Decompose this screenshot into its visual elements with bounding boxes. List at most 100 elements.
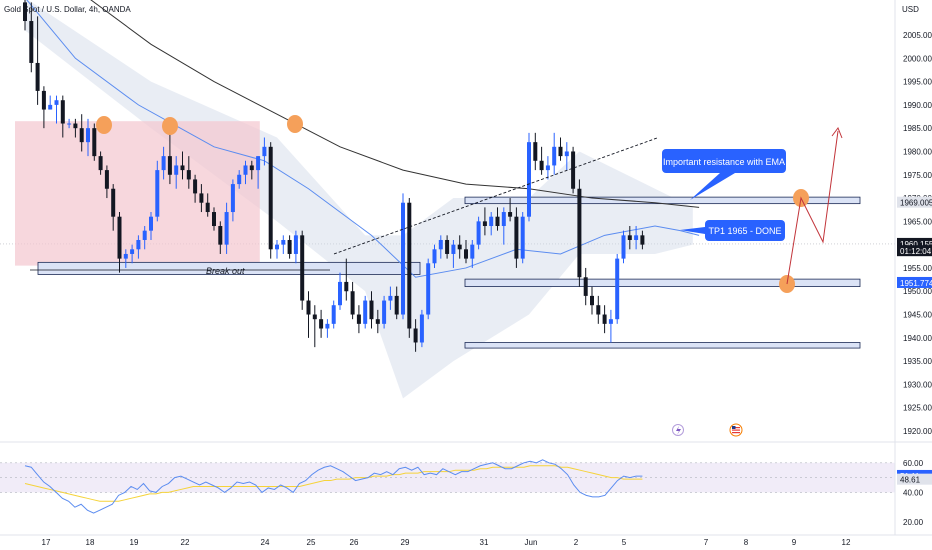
candle-body xyxy=(293,235,298,254)
candlestick-series xyxy=(23,0,645,352)
candle-12 xyxy=(98,151,103,175)
candle-9 xyxy=(79,114,84,152)
ytick-label-4: 1985.000 xyxy=(903,124,932,133)
candle-body xyxy=(401,202,405,315)
candle-body xyxy=(539,160,544,171)
candle-33 xyxy=(230,179,235,222)
resistance-callout: Important resistance with EMA xyxy=(662,149,786,200)
rsi-tag-label: 48.61 xyxy=(900,476,921,485)
candle-57 xyxy=(382,295,387,329)
candle-body xyxy=(29,21,34,63)
candle-body xyxy=(388,295,393,301)
candle-body xyxy=(407,202,412,329)
xtick-label-14: 9 xyxy=(792,538,797,547)
candle-58 xyxy=(388,286,393,310)
candle-70 xyxy=(464,239,468,264)
candle-body xyxy=(117,216,122,259)
lightning-icon[interactable] xyxy=(672,424,684,436)
candle-56 xyxy=(375,309,380,334)
candle-body xyxy=(451,244,456,254)
candle-47 xyxy=(319,309,324,338)
candle-21 xyxy=(155,160,160,222)
resistance-callout-text: Important resistance with EMA xyxy=(663,157,785,167)
ytick-label-15: 1930.000 xyxy=(903,380,932,389)
ytick-label-11: 1950.000 xyxy=(903,287,932,296)
candle-body xyxy=(482,221,487,227)
candle-body xyxy=(470,244,475,259)
candle-95 xyxy=(621,230,626,264)
candle-body xyxy=(583,277,588,296)
candle-11 xyxy=(92,123,97,161)
candle-8 xyxy=(73,118,78,138)
candle-body xyxy=(98,156,103,171)
candle-26 xyxy=(186,156,191,189)
candle-55 xyxy=(369,291,374,329)
candle-16 xyxy=(123,249,128,268)
candle-94 xyxy=(615,253,620,324)
candle-body xyxy=(375,319,380,324)
candle-17 xyxy=(130,244,135,264)
candle-body xyxy=(136,239,141,250)
candle-body xyxy=(230,184,235,213)
candle-body xyxy=(634,235,639,240)
candle-body xyxy=(67,123,72,125)
candle-body xyxy=(41,90,46,110)
candle-81 xyxy=(533,132,538,171)
candle-31 xyxy=(218,221,223,254)
tp-callout: TP1 1965 - DONE xyxy=(680,220,785,241)
zone-2 xyxy=(464,278,861,287)
ytick-label-17: 1920.000 xyxy=(903,427,932,436)
candle-6 xyxy=(60,95,65,138)
ytick-label-12: 1945.000 xyxy=(903,311,932,320)
candle-38 xyxy=(262,137,267,166)
candle-body xyxy=(262,146,267,157)
candle-23 xyxy=(167,132,172,185)
dashed-trendline xyxy=(333,137,658,255)
xtick-label-7: 29 xyxy=(401,538,410,547)
candle-body xyxy=(596,305,601,315)
ytick-label-1: 2000.000 xyxy=(903,54,932,63)
price-axis[interactable]: 2005.000 2000.000 1995.000 1990.000 1985.000… xyxy=(894,0,932,535)
candle-body xyxy=(287,239,292,254)
candle-body xyxy=(338,281,342,306)
price-tag-label: 01:12:04 xyxy=(900,247,932,256)
candle-body xyxy=(237,174,242,185)
candle-63 xyxy=(419,309,424,348)
candle-85 xyxy=(558,137,563,161)
candle-body xyxy=(130,249,135,254)
ytick-label-13: 1940.000 xyxy=(903,334,932,343)
candle-body xyxy=(438,239,443,250)
candle-body xyxy=(533,142,538,161)
candle-20 xyxy=(149,212,153,240)
candle-37 xyxy=(256,156,261,189)
candle-84 xyxy=(552,132,557,175)
candle-27 xyxy=(193,174,198,203)
candle-body xyxy=(501,212,506,227)
candle-10 xyxy=(86,118,90,157)
candle-46 xyxy=(312,305,317,348)
symbol-title: Gold Spot / U.S. Dollar, 4h, OANDA xyxy=(4,5,131,14)
candle-90 xyxy=(590,286,594,315)
time-axis[interactable]: 17 18 19 22 24 25 26 29 31 Jun 2 5 7 8 9 12 xyxy=(0,534,932,547)
candle-41 xyxy=(281,235,286,254)
candle-40 xyxy=(275,239,279,259)
candle-body xyxy=(508,212,513,217)
candle-body xyxy=(602,314,607,324)
candle-86 xyxy=(564,142,569,171)
candle-18 xyxy=(136,235,141,259)
orange-marker-0 xyxy=(96,116,112,134)
xtick-label-8: 31 xyxy=(480,538,489,547)
candle-24 xyxy=(174,156,179,189)
candle-body xyxy=(608,319,613,324)
candle-body xyxy=(445,239,450,254)
candle-body xyxy=(155,170,160,217)
candle-0 xyxy=(23,0,27,31)
flag-us-icon[interactable] xyxy=(729,423,743,437)
candle-45 xyxy=(306,291,311,338)
candle-68 xyxy=(451,239,456,268)
candle-body xyxy=(640,235,645,245)
price-tag-bg xyxy=(897,196,932,208)
candle-body xyxy=(193,179,198,194)
candle-30 xyxy=(212,207,216,231)
